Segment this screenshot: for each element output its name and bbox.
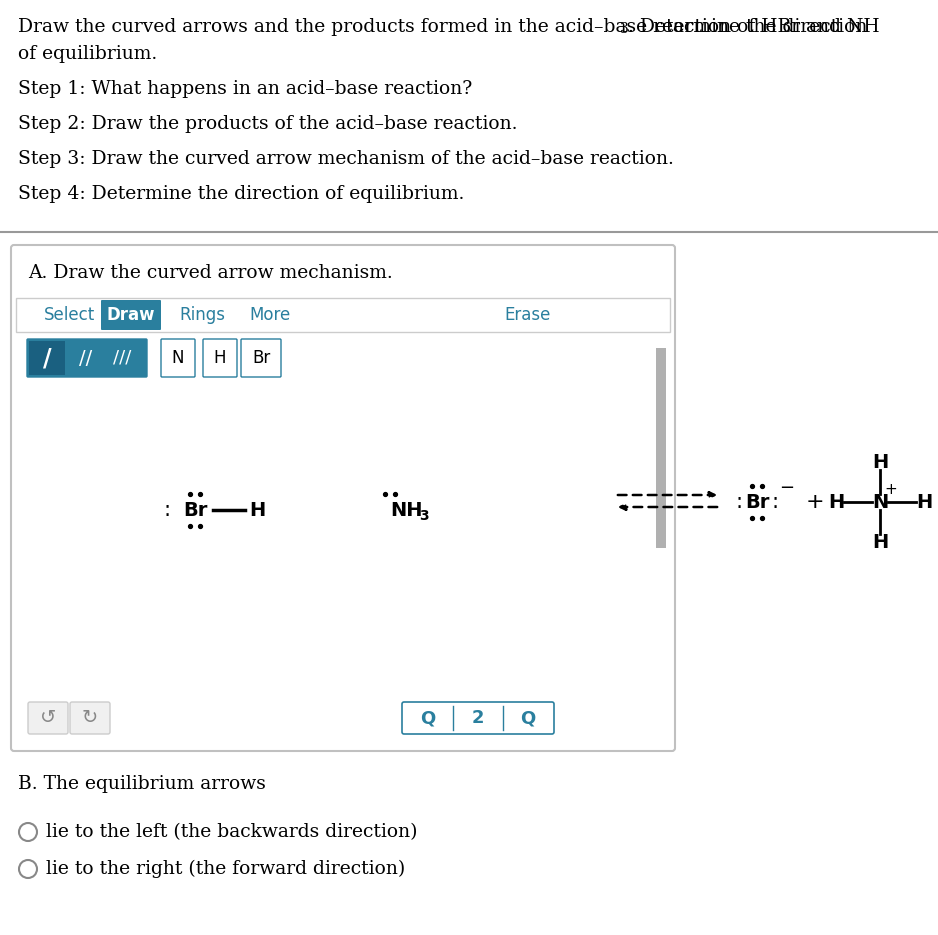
Text: H: H: [915, 493, 932, 511]
Text: :: :: [771, 492, 779, 512]
Bar: [16, 298, 670, 332]
FancyBboxPatch shape: [29, 341, 65, 375]
FancyBboxPatch shape: [203, 339, 237, 377]
Text: Br: Br: [252, 349, 270, 367]
Text: :: :: [163, 500, 171, 520]
Text: +: +: [806, 492, 825, 512]
Text: More: More: [249, 306, 290, 324]
Text: +: +: [885, 482, 898, 497]
Text: H: H: [249, 500, 265, 520]
FancyBboxPatch shape: [28, 702, 68, 734]
Text: Step 3: Draw the curved arrow mechanism of the acid–base reaction.: Step 3: Draw the curved arrow mechanism …: [18, 150, 673, 168]
Bar: [656, 348, 666, 548]
Text: Br: Br: [183, 500, 207, 520]
FancyBboxPatch shape: [70, 702, 110, 734]
Text: N: N: [872, 493, 888, 511]
Text: Br: Br: [745, 493, 769, 511]
Text: Q: Q: [420, 709, 435, 727]
Text: of equilibrium.: of equilibrium.: [18, 45, 158, 63]
Text: 2: 2: [472, 709, 484, 727]
Text: Q: Q: [521, 709, 536, 727]
Text: −: −: [779, 479, 794, 497]
Text: Draw the curved arrows and the products formed in the acid–base reaction of HBr : Draw the curved arrows and the products …: [18, 18, 880, 36]
Text: ///: ///: [113, 349, 131, 367]
Text: B. The equilibrium arrows: B. The equilibrium arrows: [18, 775, 265, 793]
Text: H: H: [828, 493, 844, 511]
FancyBboxPatch shape: [402, 702, 554, 734]
Text: :: :: [735, 492, 743, 512]
FancyBboxPatch shape: [101, 300, 161, 330]
Text: 3: 3: [620, 22, 628, 36]
Text: H: H: [214, 349, 226, 367]
Text: ↺: ↺: [39, 709, 56, 727]
Text: Step 2: Draw the products of the acid–base reaction.: Step 2: Draw the products of the acid–ba…: [18, 115, 518, 133]
Text: Select: Select: [44, 306, 96, 324]
FancyBboxPatch shape: [27, 339, 147, 377]
Text: Draw: Draw: [107, 306, 156, 324]
FancyBboxPatch shape: [241, 339, 281, 377]
Text: A. Draw the curved arrow mechanism.: A. Draw the curved arrow mechanism.: [28, 264, 393, 282]
Text: lie to the right (the forward direction): lie to the right (the forward direction): [46, 860, 405, 878]
Text: /: /: [43, 346, 52, 370]
Text: NH: NH: [390, 500, 422, 520]
Text: H: H: [872, 533, 888, 552]
Text: lie to the left (the backwards direction): lie to the left (the backwards direction…: [46, 823, 417, 841]
Text: Step 1: What happens in an acid–base reaction?: Step 1: What happens in an acid–base rea…: [18, 80, 472, 98]
Text: ↻: ↻: [82, 709, 98, 727]
Text: H: H: [872, 453, 888, 471]
Text: Rings: Rings: [179, 306, 225, 324]
Text: Erase: Erase: [504, 306, 551, 324]
Text: Step 4: Determine the direction of equilibrium.: Step 4: Determine the direction of equil…: [18, 185, 464, 203]
FancyBboxPatch shape: [11, 245, 675, 751]
FancyBboxPatch shape: [161, 339, 195, 377]
Text: . Determine the direction: . Determine the direction: [628, 18, 868, 36]
Text: 3: 3: [419, 509, 429, 523]
Text: N: N: [172, 349, 184, 367]
Text: //: //: [80, 349, 93, 367]
